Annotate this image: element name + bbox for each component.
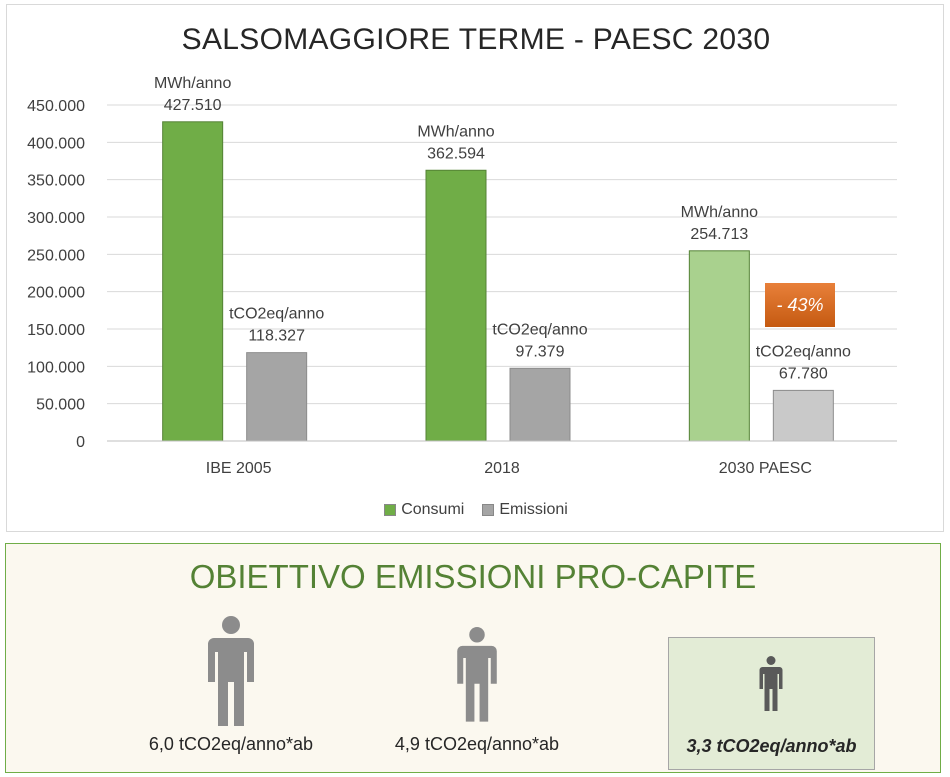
- data-unit-label: tCO2eq/anno: [492, 321, 587, 338]
- bar-consumi: [425, 169, 487, 442]
- objective-item-2018: 4,9 tCO2eq/anno*ab: [362, 606, 592, 766]
- y-tick-label: 350.000: [27, 173, 85, 190]
- y-tick-label: 200.000: [27, 285, 85, 302]
- legend-swatch-emissioni: [482, 504, 495, 516]
- data-label: 254.713: [690, 226, 748, 243]
- legend-item-consumi: Consumi: [384, 501, 464, 519]
- person-icon: [759, 656, 783, 711]
- objective-label-2030: 3,3 tCO2eq/anno*ab: [686, 736, 857, 756]
- bar-consumi: [688, 250, 750, 442]
- objective-item-2005: 6,0 tCO2eq/anno*ab: [116, 606, 346, 766]
- objective-label-2005: 6,0 tCO2eq/anno*ab: [148, 734, 314, 754]
- legend-swatch-consumi: [384, 504, 397, 516]
- person-icon: [208, 616, 254, 726]
- chart-legend: Consumi Emissioni: [7, 501, 945, 519]
- x-tick-label: 2030 PAESC: [719, 460, 812, 477]
- objective-item-2030: 3,3 tCO2eq/anno*ab: [668, 637, 875, 770]
- legend-label-consumi: Consumi: [401, 501, 465, 518]
- y-tick-label: 0: [76, 434, 85, 451]
- reduction-badge: [765, 283, 835, 327]
- chart-panel: 0 50.000 100.000 150.000 200.000 250.000 300.0…: [6, 4, 944, 532]
- data-label: 362.594: [427, 145, 485, 162]
- y-tick-label: 250.000: [27, 247, 85, 264]
- y-tick-label: 400.000: [27, 135, 85, 152]
- data-label: 427.510: [164, 97, 222, 114]
- y-tick-label: 100.000: [27, 359, 85, 376]
- y-tick-label: 50.000: [36, 397, 85, 414]
- data-unit-label: MWh/anno: [154, 75, 231, 92]
- person-icon: [457, 627, 497, 722]
- x-tick-label: IBE 2005: [206, 460, 272, 477]
- objective-label-2018: 4,9 tCO2eq/anno*ab: [394, 734, 560, 754]
- bar-consumi: [162, 121, 224, 442]
- bar-emissioni: [509, 367, 571, 442]
- data-label: 67.780: [779, 365, 828, 382]
- y-tick-label: 300.000: [27, 210, 85, 227]
- x-tick-label: 2018: [484, 460, 520, 477]
- data-unit-label: MWh/anno: [681, 204, 758, 221]
- objective-panel: OBIETTIVO EMISSIONI PRO-CAPITE 6,0 tCO2e…: [5, 543, 941, 773]
- data-unit-label: MWh/anno: [417, 123, 494, 140]
- data-label: 118.327: [248, 328, 305, 345]
- bar-emissioni: [246, 352, 308, 442]
- y-tick-label: 150.000: [27, 322, 85, 339]
- data-label: 97.379: [516, 343, 565, 360]
- y-tick-label: 450.000: [27, 98, 85, 115]
- legend-item-emissioni: Emissioni: [482, 501, 568, 519]
- reduction-badge-label: - 43%: [776, 295, 823, 315]
- bar-emissioni: [772, 389, 834, 442]
- chart-title: SALSOMAGGIORE TERME - PAESC 2030: [181, 23, 771, 56]
- data-unit-label: tCO2eq/anno: [229, 306, 324, 323]
- objective-title: OBIETTIVO EMISSIONI PRO-CAPITE: [189, 558, 757, 595]
- data-unit-label: tCO2eq/anno: [756, 343, 851, 360]
- bar-chart: 0 50.000 100.000 150.000 200.000 250.000 300.0…: [27, 75, 897, 477]
- legend-label-emissioni: Emissioni: [499, 501, 568, 518]
